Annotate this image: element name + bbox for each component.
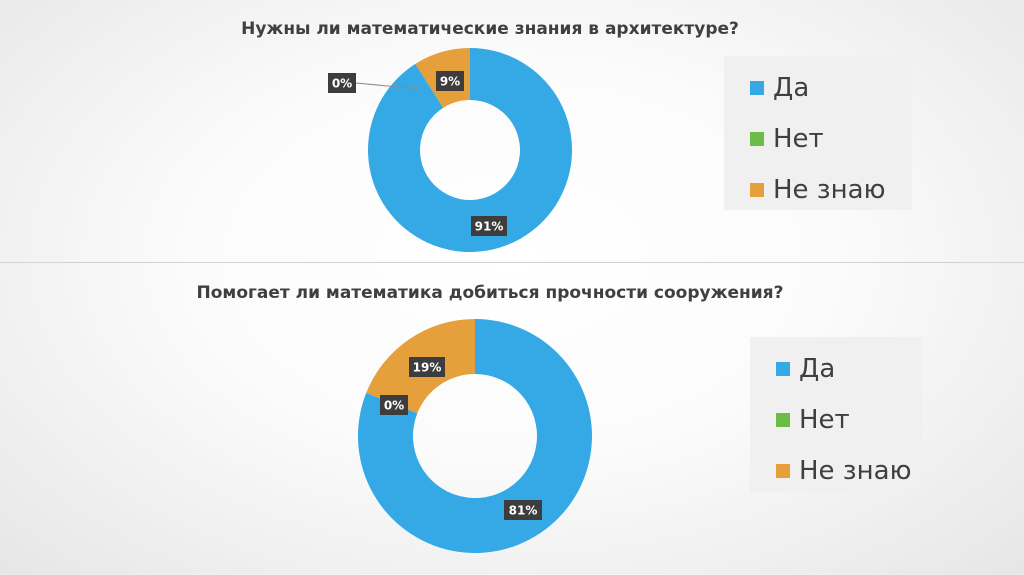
legend-item-yes: Да — [776, 343, 922, 394]
data-label-no: 0% — [384, 399, 404, 413]
data-label-no: 0% — [332, 77, 352, 91]
donut-chart-architecture: 91% 0% 9% — [328, 48, 572, 252]
legend-swatch — [750, 80, 764, 95]
legend-item-no: Нет — [750, 113, 912, 164]
chart-title: Нужны ли математические знания в архитек… — [241, 19, 739, 39]
section-divider — [0, 262, 1024, 263]
legend-item-yes: Да — [750, 62, 912, 113]
legend-label: Да — [799, 353, 836, 384]
data-label-leader — [355, 82, 421, 90]
data-label-dont-know: 9% — [440, 75, 460, 89]
donut-slice-yes — [368, 48, 572, 252]
donut-chart-strength: 81% 0% 19% — [358, 319, 592, 553]
legend-item-dont-know: Не знаю — [776, 445, 922, 496]
legend-swatch — [776, 412, 790, 427]
data-label-box — [471, 216, 507, 236]
data-label-dont-know: 19% — [413, 361, 442, 375]
data-label-box — [380, 395, 408, 415]
legend: Да Нет Не знаю — [724, 56, 912, 210]
data-label-yes: 91% — [475, 220, 504, 234]
legend-item-no: Нет — [776, 394, 922, 445]
legend-item-dont-know: Не знаю — [750, 164, 912, 215]
legend-swatch — [750, 131, 764, 146]
legend-label: Нет — [773, 123, 824, 154]
legend: Да Нет Не знаю — [750, 337, 922, 492]
data-label-box — [436, 71, 464, 91]
legend-swatch — [750, 182, 764, 197]
legend-label: Не знаю — [799, 455, 912, 486]
data-label-box — [409, 357, 445, 377]
legend-swatch — [776, 361, 790, 376]
chart-title: Помогает ли математика добиться прочност… — [196, 283, 784, 303]
data-label-yes: 81% — [509, 504, 538, 518]
data-label-box — [328, 73, 356, 93]
legend-label: Не знаю — [773, 174, 886, 205]
donut-slice-yes — [358, 319, 592, 553]
legend-label: Нет — [799, 404, 850, 435]
legend-swatch — [776, 463, 790, 478]
legend-label: Да — [773, 72, 810, 103]
data-label-box — [504, 500, 542, 520]
